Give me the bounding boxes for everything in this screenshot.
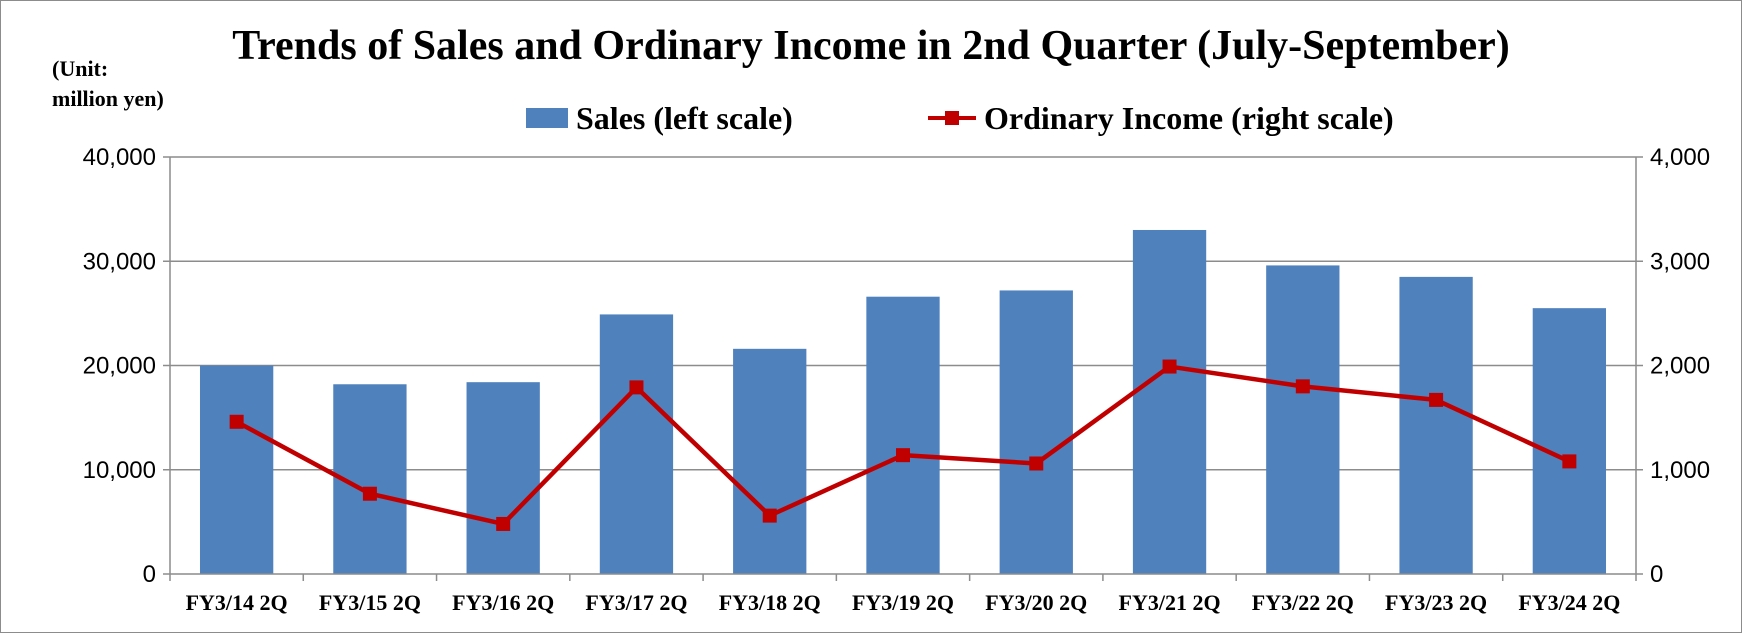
- ordinary-income-marker: [362, 486, 377, 501]
- sales-bar: [1532, 308, 1607, 574]
- left-axis-tick-label: 0: [143, 561, 156, 588]
- x-axis-tick-label: FY3/14 2Q: [186, 590, 288, 615]
- x-axis-tick-label: FY3/22 2Q: [1252, 590, 1354, 615]
- legend-swatch-ordinary-income: [928, 108, 976, 128]
- legend-label-ordinary-income: Ordinary Income (right scale): [984, 99, 1394, 136]
- ordinary-income-marker: [1562, 454, 1577, 469]
- ordinary-income-marker: [1029, 456, 1044, 471]
- left-axis-tick-label: 10,000: [83, 457, 156, 484]
- left-axis-tick-label: 40,000: [83, 144, 156, 171]
- sales-bar: [199, 365, 274, 574]
- x-axis-tick-label: FY3/24 2Q: [1518, 590, 1620, 615]
- right-axis-tick-label: 1,000: [1650, 457, 1710, 484]
- left-axis-tick-label: 30,000: [83, 248, 156, 275]
- ordinary-income-marker: [762, 508, 777, 523]
- x-axis-tick-label: FY3/18 2Q: [719, 590, 821, 615]
- left-axis-tick-label: 20,000: [83, 353, 156, 380]
- x-axis-tick-label: FY3/16 2Q: [452, 590, 554, 615]
- sales-bar: [866, 296, 940, 574]
- sales-bar: [1132, 229, 1207, 574]
- ordinary-income-marker: [496, 516, 511, 531]
- right-axis-tick-label: 4,000: [1650, 144, 1710, 171]
- legend-swatch-sales: [526, 108, 568, 128]
- x-axis-tick-label: FY3/21 2Q: [1119, 590, 1221, 615]
- sales-bar: [466, 382, 540, 574]
- x-axis-tick-label: FY3/19 2Q: [852, 590, 954, 615]
- x-axis-tick-label: FY3/23 2Q: [1385, 590, 1487, 615]
- sales-bar: [733, 348, 807, 574]
- x-axis-tick-label: FY3/17 2Q: [585, 590, 687, 615]
- unit-label-line2: million yen): [52, 86, 164, 111]
- chart-title: Trends of Sales and Ordinary Income in 2…: [232, 23, 1510, 69]
- x-axis-tick-label: FY3/15 2Q: [319, 590, 421, 615]
- ordinary-income-marker: [896, 448, 910, 463]
- unit-label-line1: (Unit:: [52, 56, 109, 81]
- ordinary-income-marker: [1429, 392, 1444, 407]
- sales-bar: [1399, 276, 1473, 574]
- sales-bar: [1266, 265, 1340, 574]
- ordinary-income-marker: [1295, 379, 1310, 394]
- ordinary-income-marker: [629, 380, 644, 395]
- unit-label: (Unit: million yen): [52, 54, 164, 114]
- legend-item-ordinary-income: Ordinary Income (right scale): [928, 96, 1394, 140]
- right-axis-tick-label: 3,000: [1650, 248, 1710, 275]
- ordinary-income-marker: [229, 414, 244, 429]
- x-axis-tick-label: FY3/20 2Q: [985, 590, 1087, 615]
- legend-label-sales: Sales (left scale): [576, 99, 793, 136]
- sales-bar: [999, 290, 1073, 574]
- legend-item-sales: Sales (left scale): [526, 96, 793, 140]
- right-axis-tick-label: 0: [1650, 561, 1663, 588]
- ordinary-income-marker: [1162, 359, 1177, 374]
- right-axis-tick-label: 2,000: [1650, 353, 1710, 380]
- sales-bar: [599, 314, 674, 574]
